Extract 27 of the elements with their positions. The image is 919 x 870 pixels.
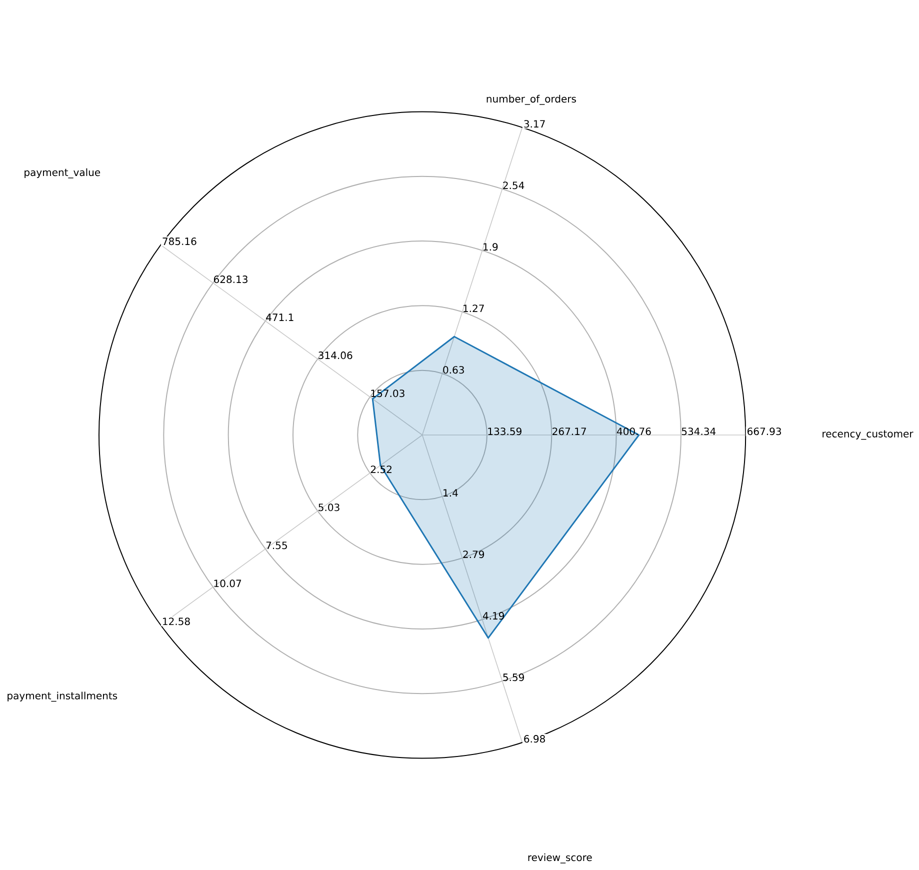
text: 12.58 xyxy=(163,618,190,626)
text: 1.27 xyxy=(464,304,484,312)
text: 667.93 xyxy=(748,428,781,436)
text: 1.4 xyxy=(444,489,458,496)
text: 1.9 xyxy=(484,243,498,251)
spoke-label: review_score xyxy=(528,853,592,864)
text: 6.98 xyxy=(524,735,545,743)
text: 471.1 xyxy=(266,314,294,321)
text: 785.16 xyxy=(162,238,196,246)
text: 2.79 xyxy=(463,550,484,558)
text: 7.55 xyxy=(266,542,287,550)
text: 267.17 xyxy=(552,428,586,436)
text: 4.19 xyxy=(482,612,504,620)
text: 628.13 xyxy=(214,276,248,284)
text: 5.59 xyxy=(503,674,524,682)
text: 314.06 xyxy=(318,352,352,360)
text: 10.07 xyxy=(214,580,242,588)
text: 5.03 xyxy=(318,504,340,512)
spoke-label: payment_value xyxy=(24,168,100,178)
spoke-label: payment_installments xyxy=(8,692,118,702)
spoke-label: number_of_orders xyxy=(486,94,576,105)
text: 0.63 xyxy=(443,366,464,374)
text: 133.59 xyxy=(488,428,522,436)
spoke-label: recency_customer xyxy=(822,430,914,440)
text: 3.17 xyxy=(524,120,545,128)
text: 2.54 xyxy=(503,182,524,190)
text: 534.34 xyxy=(682,428,716,436)
